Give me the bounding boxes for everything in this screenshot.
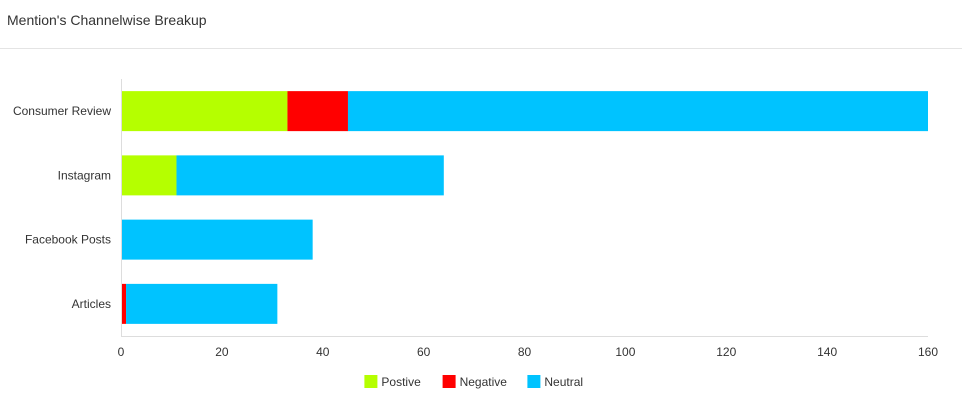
x-tick-label: 140	[817, 345, 837, 359]
x-tick-label: 120	[716, 345, 736, 359]
panel-header: Mention's Channelwise Breakup	[0, 0, 962, 49]
x-tick-label: 20	[215, 345, 229, 359]
legend: Postive Negative Neutral	[364, 375, 583, 389]
bar-neutral-3	[126, 283, 278, 324]
x-tick-label: 0	[118, 345, 125, 359]
bar-postive-1	[121, 155, 177, 196]
bar-negative-0	[287, 91, 348, 132]
bar-negative-3	[121, 283, 127, 324]
legend-label-postive: Postive	[381, 375, 421, 389]
legend-swatch-neutral	[527, 375, 541, 388]
legend-label-negative: Negative	[460, 375, 508, 389]
bar-neutral-1	[176, 155, 444, 196]
x-tick-label: 40	[316, 345, 330, 359]
bar-neutral-2	[121, 219, 313, 260]
legend-swatch-negative	[442, 375, 456, 388]
legend-label-neutral: Neutral	[544, 375, 583, 389]
y-tick-label: Instagram	[58, 168, 111, 182]
legend-swatch-postive	[364, 375, 378, 388]
panel-title: Mention's Channelwise Breakup	[7, 12, 207, 28]
x-tick-label: 80	[518, 345, 532, 359]
y-tick-label: Consumer Review	[13, 104, 111, 118]
bar-postive-0	[121, 91, 288, 132]
bar-neutral-0	[347, 91, 928, 132]
y-tick-label: Facebook Posts	[25, 233, 111, 247]
x-tick-label: 100	[615, 345, 635, 359]
x-axis: 0 20 40 60 80 100 120 140 160	[118, 336, 938, 359]
x-tick-label: 160	[918, 345, 938, 359]
x-tick-label: 60	[417, 345, 431, 359]
y-axis: Consumer Review Instagram Facebook Posts Ar…	[13, 79, 122, 336]
y-tick-label: Articles	[72, 297, 111, 311]
plot-area	[121, 91, 928, 324]
